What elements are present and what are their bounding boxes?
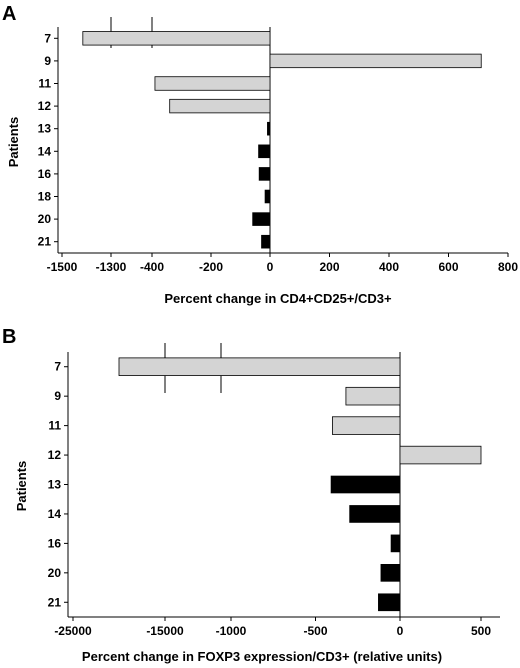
panel-letter-a: A — [2, 3, 16, 25]
y-tick-label: 9 — [44, 54, 51, 68]
bar-patient-11 — [331, 416, 401, 435]
bar-patient-9 — [269, 53, 482, 69]
x-tick-label: -500 — [303, 624, 327, 638]
x-tick-label: -15000 — [146, 624, 184, 638]
x-tick-label: -400 — [140, 260, 164, 274]
y-tick-label: 16 — [48, 536, 62, 550]
bar-patient-18 — [264, 189, 270, 204]
y-tick-label: 9 — [54, 389, 61, 403]
x-tick-label: 500 — [471, 624, 491, 638]
y-ticks-a: 7 9 11 12 13 14 16 18 20 21 — [38, 31, 58, 249]
bar-patient-14 — [349, 505, 400, 523]
axes-a — [57, 17, 508, 254]
bar-patient-13 — [267, 121, 270, 136]
panel-letter-b: B — [2, 326, 16, 348]
y-tick-label: 14 — [38, 144, 52, 158]
bar-patient-20 — [380, 564, 400, 582]
y-tick-label: 21 — [38, 235, 52, 249]
y-tick-label: 14 — [48, 507, 62, 521]
y-tick-label: 20 — [48, 566, 62, 580]
y-tick-label: 11 — [38, 77, 51, 91]
bar-patient-13 — [330, 475, 400, 494]
bar-patient-7 — [118, 357, 401, 376]
y-tick-label: 11 — [48, 419, 61, 433]
x-ticks-b: -25000 -15000 -1000 -500 0 500 — [54, 617, 491, 638]
y-tick-label: 13 — [48, 478, 62, 492]
y-tick-label: 12 — [48, 448, 62, 462]
y-tick-label: 16 — [38, 167, 52, 181]
y-tick-label: 18 — [38, 190, 52, 204]
y-tick-label: 21 — [48, 595, 62, 609]
x-tick-label: -1300 — [96, 260, 127, 274]
x-tick-label: 800 — [498, 260, 518, 274]
bar-patient-16 — [390, 534, 400, 553]
y-ticks-b: 7 9 11 12 13 14 16 20 21 — [48, 360, 68, 609]
bars-b — [118, 357, 482, 612]
bar-patient-9 — [345, 386, 401, 406]
x-axis-label-a: Percent change in CD4+CD25+/CD3+ — [164, 291, 392, 306]
x-tick-label: -1000 — [216, 624, 247, 638]
x-tick-label: 400 — [379, 260, 399, 274]
x-axis-label-b: Percent change in FOXP3 expression/CD3+ … — [82, 649, 442, 664]
bar-patient-16 — [258, 167, 270, 181]
bar-patient-20 — [252, 212, 270, 226]
panel-a: A Patients Percent change in CD4+CD25+/C… — [2, 3, 518, 306]
y-tick-label: 20 — [38, 212, 52, 226]
x-tick-label: 200 — [319, 260, 339, 274]
x-tick-label: -1500 — [47, 260, 78, 274]
x-tick-label: 0 — [397, 624, 404, 638]
bar-patient-11 — [154, 76, 271, 91]
x-tick-label: 0 — [267, 260, 274, 274]
y-axis-label-b: Patients — [14, 461, 29, 512]
x-tick-label: -200 — [199, 260, 223, 274]
bar-patient-12 — [169, 98, 271, 114]
bars-a — [82, 31, 482, 249]
x-tick-label: -25000 — [54, 624, 92, 638]
bar-patient-21 — [261, 234, 270, 249]
y-tick-label: 13 — [38, 122, 52, 136]
axes-b — [67, 343, 500, 618]
y-tick-label: 12 — [38, 99, 52, 113]
y-tick-label: 7 — [54, 360, 61, 374]
x-ticks-a: -1500 -1300 -400 -200 0 200 400 600 800 — [47, 253, 518, 274]
bar-patient-21 — [378, 593, 400, 612]
panel-b: B Patients Percent change in FOXP3 expre… — [2, 326, 500, 664]
y-axis-label-a: Patients — [6, 117, 21, 168]
x-tick-label: 600 — [438, 260, 458, 274]
bar-patient-12 — [399, 445, 482, 465]
bar-patient-14 — [258, 144, 270, 159]
y-tick-label: 7 — [44, 31, 51, 45]
bar-patient-7 — [82, 31, 271, 46]
